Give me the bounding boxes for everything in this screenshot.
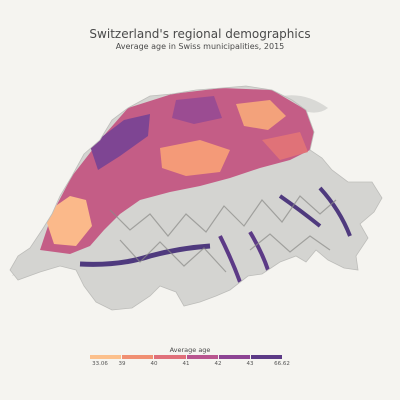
rhone-valley (79, 243, 211, 267)
legend-tick-label: 41 (182, 361, 190, 367)
legend-swatch (218, 355, 251, 359)
lake-constance (282, 95, 328, 113)
mid-zone-east (262, 132, 308, 160)
legend-tick-label: 40 (150, 361, 158, 367)
young-zone-north (236, 100, 286, 130)
map-subtitle: Average age in Swiss municipalities, 201… (115, 42, 285, 51)
legend-swatch (154, 355, 187, 359)
young-zone-west (44, 196, 92, 246)
legend-swatch (90, 355, 123, 359)
grisons-valleys (278, 186, 352, 237)
alpine-ridges (109, 195, 337, 273)
legend-swatch (122, 355, 155, 359)
legend-labels: 33.06 39 40 41 42 43 66.62 (90, 361, 290, 369)
legend-tick-label: 33.06 (92, 361, 108, 367)
legend-tick-label: 43 (246, 361, 254, 367)
old-zone-north (172, 96, 222, 124)
legend-swatch (186, 355, 219, 359)
legend-tick-label: 66.62 (274, 361, 290, 367)
legend-title: Average age (169, 346, 211, 354)
legend-swatch (250, 355, 283, 359)
map-title: Switzerland's regional demographics (89, 27, 311, 41)
young-zone-central (160, 140, 230, 176)
legend-tick-label: 42 (214, 361, 222, 367)
mid-zone-jura (90, 114, 150, 170)
legend-color-bar (90, 355, 283, 359)
legend-tick-label: 39 (118, 361, 126, 367)
ticino-valleys (218, 230, 270, 283)
